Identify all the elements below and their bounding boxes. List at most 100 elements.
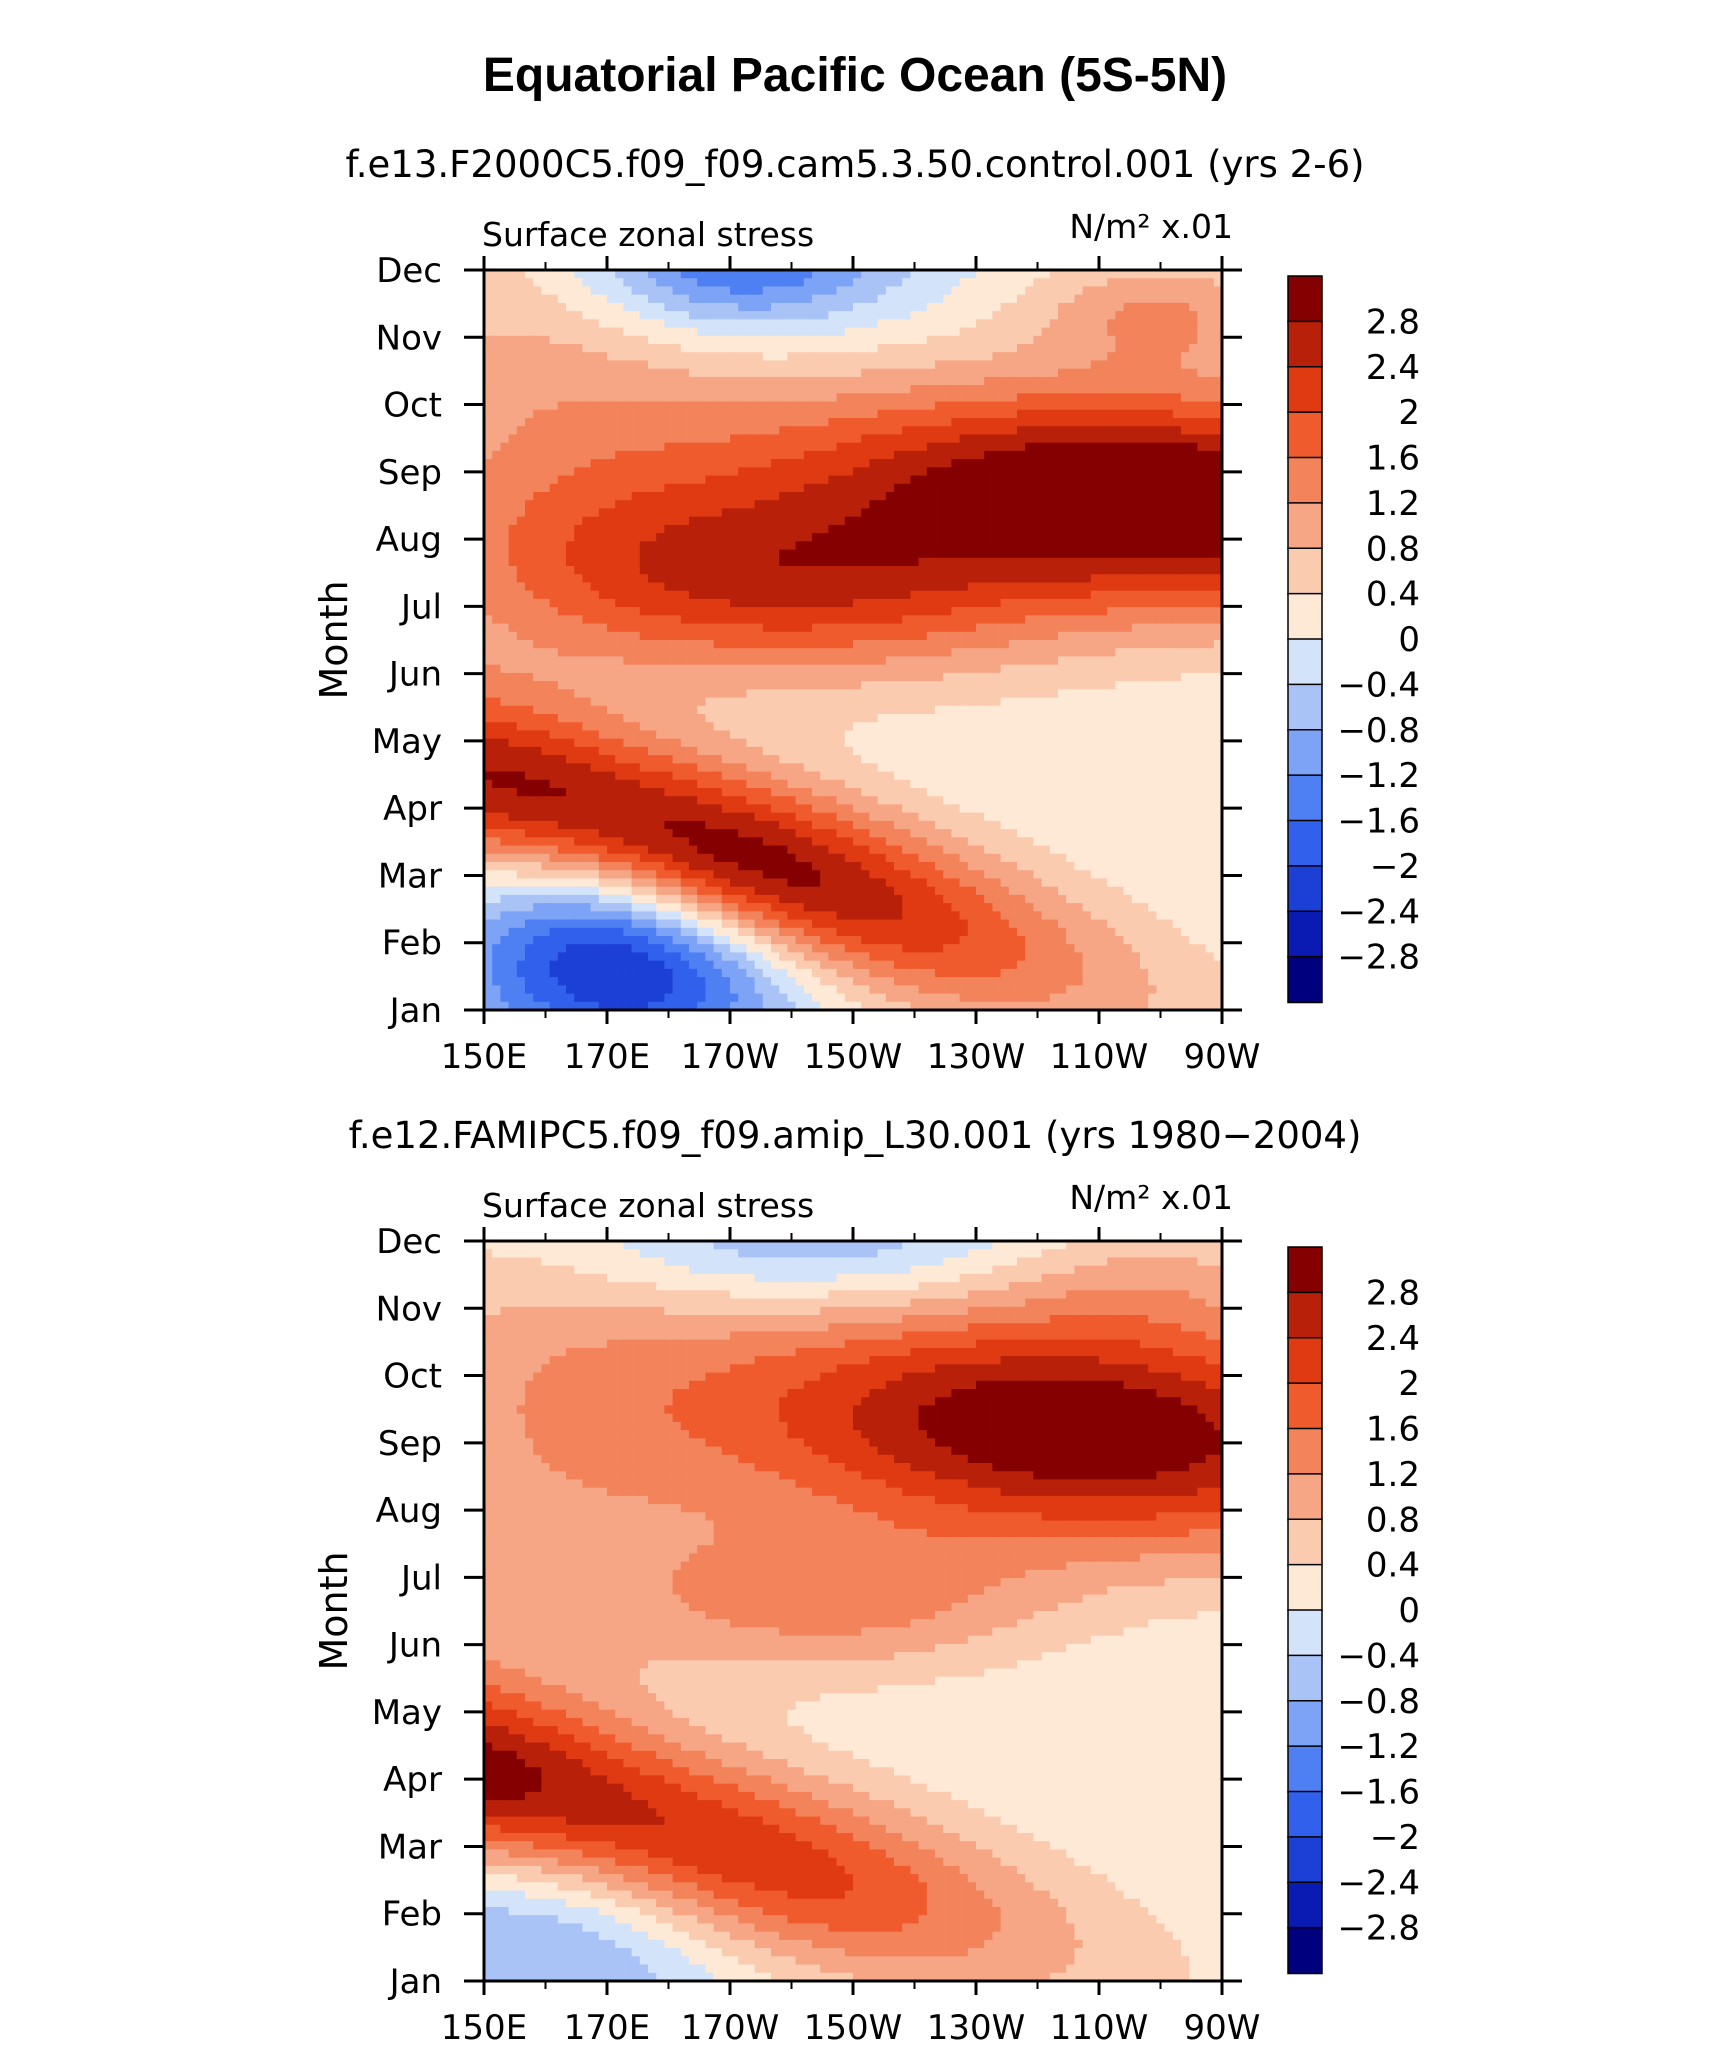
contour-cell: [894, 524, 903, 534]
contour-cell: [492, 467, 501, 477]
contour-cell: [516, 327, 526, 337]
contour-cell: [754, 598, 764, 608]
contour-cell: [648, 557, 657, 567]
contour-cell: [894, 672, 903, 682]
contour-cell: [877, 623, 887, 633]
contour-cell: [615, 418, 624, 427]
contour-cell: [1033, 335, 1043, 345]
contour-cell: [1148, 409, 1157, 419]
contour-cell: [648, 294, 657, 304]
contour-cell: [598, 590, 608, 600]
contour-cell: [1181, 656, 1190, 666]
contour-cell: [492, 450, 501, 460]
contour-cell: [1189, 319, 1198, 329]
contour-cell: [746, 574, 756, 584]
contour-cell: [680, 278, 690, 288]
contour-cell: [894, 450, 903, 460]
contour-cell: [861, 294, 870, 304]
contour-cell: [1156, 327, 1166, 337]
contour-cell: [1090, 368, 1100, 378]
contour-cell: [1164, 401, 1174, 411]
contour-cell: [705, 492, 715, 501]
contour-cell: [557, 640, 567, 649]
contour-cell: [762, 533, 772, 542]
contour-cell: [656, 302, 665, 312]
contour-cell: [1000, 574, 1010, 584]
contour-cell: [746, 681, 756, 690]
contour-cell: [861, 335, 870, 345]
contour-cell: [1189, 401, 1198, 411]
contour-cell: [1058, 714, 1067, 723]
contour-cell: [1172, 450, 1182, 460]
contour-cell: [689, 656, 698, 666]
contour-cell: [1131, 590, 1141, 600]
contour-cell: [951, 648, 961, 658]
contour-cell: [795, 582, 805, 592]
contour-cell: [943, 640, 952, 649]
contour-cell: [1156, 705, 1166, 715]
contour-cell: [803, 360, 813, 370]
contour-cell: [812, 672, 821, 682]
contour-cell: [1066, 640, 1075, 649]
contour-cell: [885, 640, 895, 649]
contour-cell: [615, 286, 624, 296]
contour-cell: [516, 286, 526, 296]
contour-cell: [812, 492, 821, 501]
contour-cell: [869, 286, 879, 296]
contour-cell: [935, 656, 944, 666]
contour-cell: [1049, 475, 1059, 485]
contour-cell: [1164, 697, 1174, 707]
contour-cell: [664, 368, 674, 378]
contour-cell: [639, 705, 649, 715]
contour-cell: [1025, 385, 1034, 394]
contour-cell: [1107, 475, 1116, 485]
contour-cell: [1213, 393, 1223, 403]
contour-cell: [492, 566, 501, 575]
contour-cell: [1074, 335, 1084, 345]
contour-cell: [1189, 705, 1198, 715]
contour-cell: [1115, 418, 1125, 427]
contour-cell: [1090, 360, 1100, 370]
contour-cell: [1123, 714, 1133, 723]
contour-cell: [1107, 368, 1116, 378]
contour-cell: [1017, 401, 1026, 411]
contour-cell: [1181, 697, 1190, 707]
contour-cell: [648, 705, 657, 715]
contour-cell: [1058, 483, 1067, 493]
contour-cell: [730, 714, 739, 723]
contour-cell: [779, 623, 788, 633]
contour-cell: [1148, 344, 1157, 353]
contour-cell: [943, 450, 952, 460]
contour-cell: [910, 615, 920, 625]
contour-cell: [508, 483, 518, 493]
contour-cell: [926, 368, 936, 378]
contour-cell: [926, 319, 936, 329]
contour-cell: [639, 672, 649, 682]
contour-cell: [1049, 705, 1059, 715]
contour-cell: [738, 574, 747, 584]
contour-cell: [877, 598, 887, 608]
contour-cell: [607, 664, 616, 674]
contour-cell: [721, 516, 731, 526]
contour-cell: [853, 566, 862, 575]
contour-cell: [721, 442, 731, 452]
contour-cell: [680, 541, 690, 551]
contour-cell: [730, 327, 739, 337]
contour-cell: [697, 360, 706, 370]
contour-cell: [910, 500, 920, 510]
contour-cell: [557, 615, 567, 625]
contour-cell: [1017, 714, 1026, 723]
contour-cell: [1213, 615, 1223, 625]
contour-cell: [1107, 335, 1116, 345]
contour-cell: [738, 376, 747, 386]
contour-cell: [1090, 705, 1100, 715]
contour-cell: [861, 607, 870, 616]
contour-cell: [1148, 459, 1157, 468]
contour-cell: [820, 434, 829, 444]
contour-cell: [779, 302, 788, 312]
contour-cell: [926, 607, 936, 616]
contour-cell: [869, 689, 879, 699]
contour-cell: [738, 714, 747, 723]
contour-cell: [1156, 623, 1166, 633]
contour-cell: [902, 401, 911, 411]
